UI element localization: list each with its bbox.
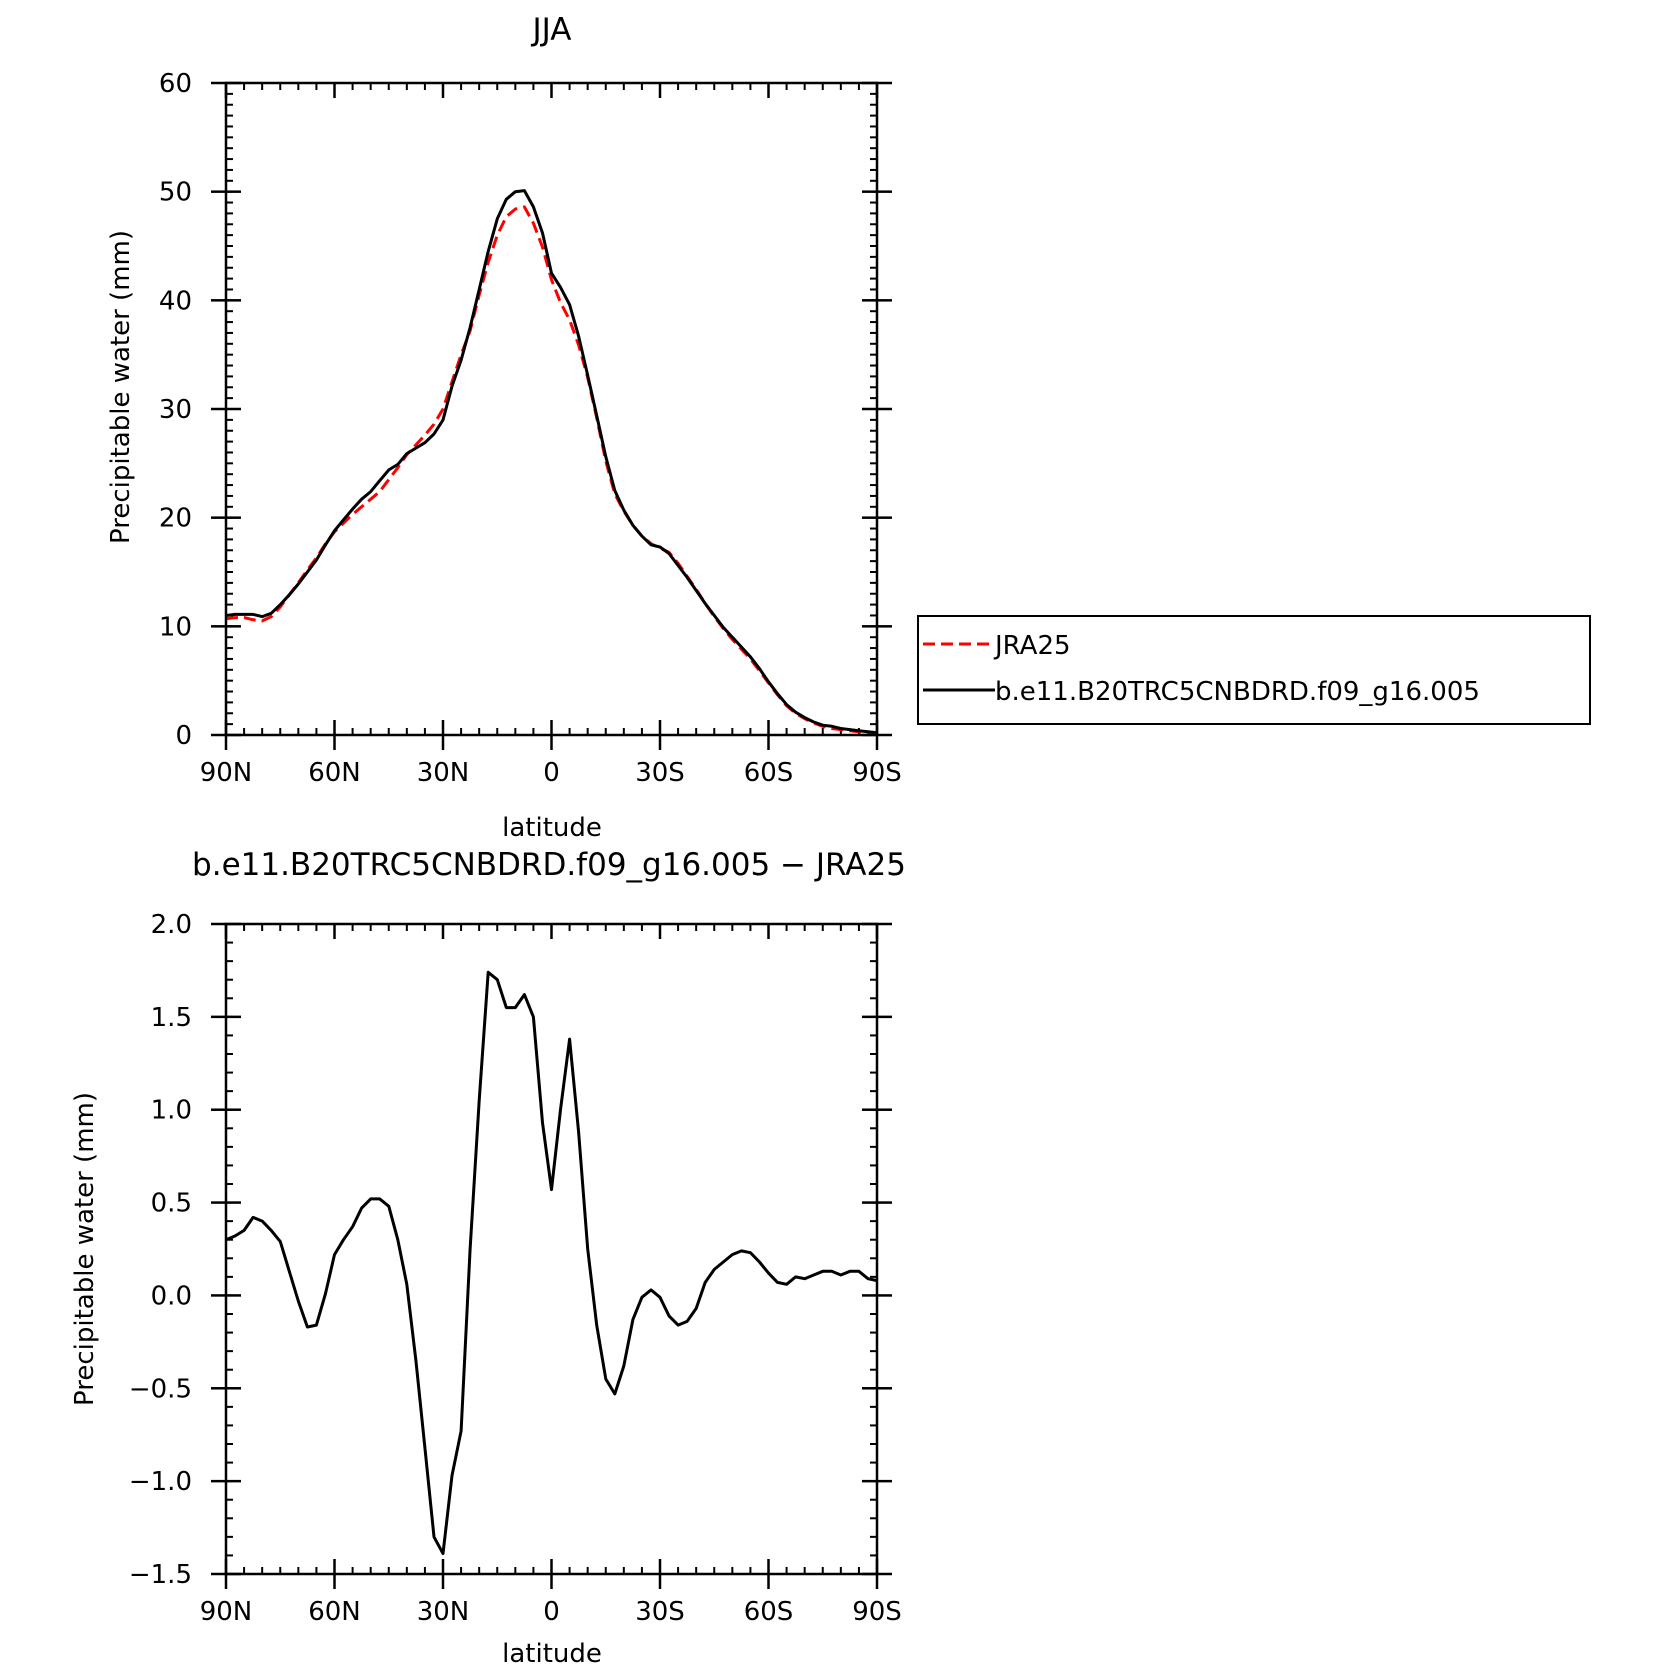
- x-axis-label: latitude: [502, 1639, 602, 1669]
- x-tick-label: 90N: [200, 1597, 253, 1627]
- y-tick-label: 40: [159, 286, 192, 316]
- y-axis-label: Precipitable water (mm): [106, 230, 136, 544]
- legend: JRA25 b.e11.B20TRC5CNBDRD.f09_g16.005: [917, 615, 1591, 725]
- y-tick-label: 0: [175, 721, 192, 751]
- chart-title: JJA: [531, 12, 572, 48]
- x-tick-label: 90S: [852, 758, 902, 788]
- axis-ticks: [211, 81, 892, 750]
- x-tick-label: 60N: [308, 1597, 361, 1627]
- x-tick-label: 30N: [417, 1597, 470, 1627]
- y-tick-label: 0.0: [151, 1281, 192, 1311]
- x-tick-label: 60S: [744, 758, 794, 788]
- plot-frame: [224, 922, 879, 1576]
- y-tick-labels: −1.5 −1.0 −0.5 0.0 0.5 1.0 1.5 2.0: [129, 910, 192, 1590]
- x-tick-labels: 90N 60N 30N 0 30S 60S 90S: [200, 758, 902, 788]
- bottom-panel: b.e11.B20TRC5CNBDRD.f09_g16.005 − JRA25 …: [70, 847, 906, 1669]
- legend-label-jra25: JRA25: [993, 631, 1071, 661]
- top-panel: JJA 90N 60N 30N 0 30S 60S 90S 0 10 20 30 40 50 60 la…: [106, 12, 902, 843]
- x-tick-label: 60N: [308, 758, 361, 788]
- x-tick-label: 90N: [200, 758, 253, 788]
- y-tick-label: −0.5: [129, 1374, 192, 1404]
- y-tick-label: −1.0: [129, 1467, 192, 1497]
- y-axis-label: Precipitable water (mm): [70, 1092, 100, 1406]
- y-tick-label: −1.5: [129, 1560, 192, 1590]
- x-tick-label: 30S: [635, 1597, 685, 1627]
- x-tick-label: 0: [543, 1597, 560, 1627]
- series-line-0: [225, 970, 878, 1556]
- y-tick-label: 2.0: [151, 910, 192, 940]
- x-tick-label: 30N: [417, 758, 470, 788]
- y-tick-labels: 0 10 20 30 40 50 60: [159, 69, 192, 751]
- legend-label-model: b.e11.B20TRC5CNBDRD.f09_g16.005: [995, 677, 1480, 707]
- series-line-0: [225, 205, 878, 736]
- y-tick-label: 1.0: [151, 1096, 192, 1126]
- y-tick-label: 60: [159, 69, 192, 99]
- x-axis-label: latitude: [502, 813, 602, 843]
- legend-box: [917, 615, 1591, 725]
- series-lines: [225, 970, 878, 1556]
- y-tick-label: 20: [159, 504, 192, 534]
- x-tick-labels: 90N 60N 30N 0 30S 60S 90S: [200, 1597, 902, 1627]
- y-tick-label: 1.5: [151, 1003, 192, 1033]
- x-tick-label: 60S: [744, 1597, 794, 1627]
- series-line-1: [225, 189, 878, 735]
- x-tick-label: 0: [543, 758, 560, 788]
- y-tick-label: 30: [159, 395, 192, 425]
- plot-frame: [224, 81, 879, 737]
- x-tick-label: 30S: [635, 758, 685, 788]
- axis-ticks: [211, 922, 892, 1589]
- series-lines: [225, 189, 878, 736]
- y-tick-label: 50: [159, 178, 192, 208]
- chart-title: b.e11.B20TRC5CNBDRD.f09_g16.005 − JRA25: [192, 847, 906, 883]
- y-tick-label: 0.5: [151, 1189, 192, 1219]
- x-tick-label: 90S: [852, 1597, 902, 1627]
- y-tick-label: 10: [159, 612, 192, 642]
